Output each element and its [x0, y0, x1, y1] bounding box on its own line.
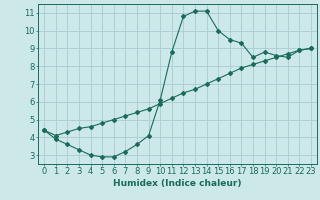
X-axis label: Humidex (Indice chaleur): Humidex (Indice chaleur) [113, 179, 242, 188]
